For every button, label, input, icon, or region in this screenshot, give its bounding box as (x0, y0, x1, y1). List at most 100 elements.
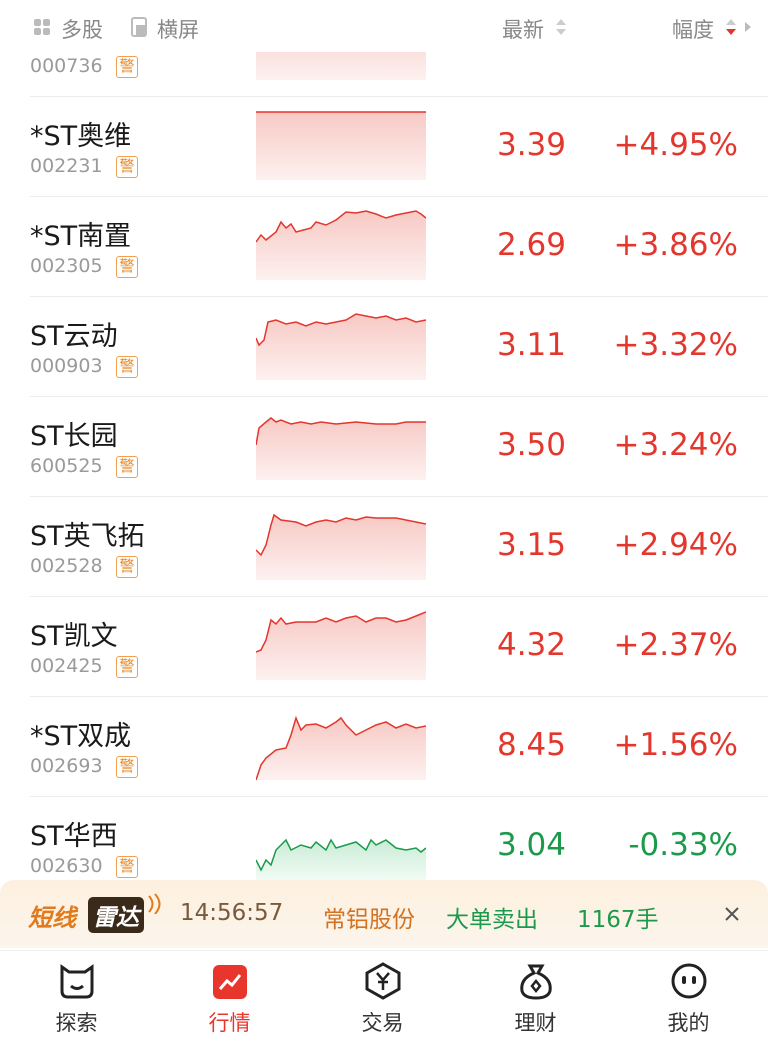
alert-signal: 大单卖出 (446, 907, 538, 933)
nav-label: 我的 (667, 1011, 710, 1035)
nav-label: 理财 (514, 1011, 557, 1035)
stock-row[interactable]: ST云动 000903 警 3.11 +3.32% (0, 297, 768, 397)
landscape-button[interactable]: 横屏 (157, 18, 199, 42)
separator (30, 196, 768, 197)
sparkline-area (256, 515, 426, 580)
warning-badge: 警 (116, 556, 138, 578)
multi-icon (34, 19, 50, 35)
nav-label: 探索 (55, 1011, 98, 1035)
sparkline (256, 715, 426, 780)
stock-name: ST长园 (30, 421, 118, 452)
sparkline (256, 210, 426, 280)
last-price: 3.50 (496, 427, 566, 463)
stock-code: 002231 (30, 155, 103, 177)
stock-name: ST华西 (30, 821, 118, 852)
radar-banner[interactable]: 短线 雷达 14:56:57 常铝股份 大单卖出 1167手 (0, 880, 768, 948)
separator (30, 696, 768, 697)
more-arrow (745, 22, 751, 32)
stock-row[interactable]: ST英飞拓 002528 警 3.15 +2.94% (0, 497, 768, 597)
change-pct: +3.24% (613, 427, 738, 463)
nav-item[interactable]: 理财 (459, 951, 612, 1041)
last-price: 3.39 (496, 127, 566, 163)
last-price: 4.32 (496, 627, 566, 663)
warning-badge: 警 (116, 856, 138, 878)
stock-row[interactable]: *ST双成 002693 警 8.45 +1.56% (0, 697, 768, 797)
stock-row[interactable]: ST凯文 002425 警 4.32 +2.37% (0, 597, 768, 697)
warning-badge: 警 (116, 356, 138, 378)
last-price: 3.15 (496, 527, 566, 563)
radar-logo-box: 雷达 (88, 897, 144, 933)
stock-code: 002630 (30, 855, 103, 877)
sort-arrows (556, 19, 566, 35)
sparkline (256, 838, 426, 880)
nav-label: 行情 (208, 1011, 251, 1035)
last-price: 8.45 (496, 727, 566, 763)
nav-item-active[interactable]: 行情 (153, 951, 306, 1041)
stock-name: ST英飞拓 (30, 521, 145, 552)
stock-row[interactable]: ST华西 002630 警 3.04 -0.33% (0, 797, 768, 897)
stock-row[interactable]: ST长园 600525 警 3.50 +3.24% (0, 397, 768, 497)
sparkline-area (256, 718, 426, 780)
sparkline-area (256, 314, 426, 380)
separator (30, 296, 768, 297)
sparkline-area (256, 112, 426, 180)
stock-name: *ST南置 (30, 221, 132, 252)
sparkline (256, 417, 426, 480)
warning-badge: 警 (116, 56, 138, 78)
stock-name: ST云动 (30, 321, 118, 352)
radar-waves (148, 893, 161, 914)
change-pct: +4.95% (613, 127, 738, 163)
warning-badge: 警 (116, 756, 138, 778)
sparkline-area (256, 418, 426, 480)
close-button[interactable] (724, 906, 740, 922)
warning-badge: 警 (116, 456, 138, 478)
stock-code: 002693 (30, 755, 103, 777)
stock-code: 000736 (30, 55, 103, 77)
alert-stock: 常铝股份 (323, 907, 415, 933)
change-pct: +3.86% (613, 227, 738, 263)
warning-badge: 警 (116, 156, 138, 178)
last-price: 2.69 (496, 227, 566, 263)
nav-item[interactable]: 探索 (0, 951, 153, 1041)
nav-item[interactable]: 我的 (612, 951, 765, 1041)
stock-code: 002425 (30, 655, 103, 677)
multi-button[interactable]: 多股 (61, 18, 103, 42)
bottom-nav: 探索 行情 交易 理财 我的 (0, 950, 768, 1041)
sparkline (256, 611, 426, 680)
last-price: 3.04 (496, 827, 566, 863)
nav-label: 交易 (361, 1011, 404, 1035)
change-pct: +3.32% (613, 327, 738, 363)
stock-code: 002528 (30, 555, 103, 577)
change-pct: +2.94% (613, 527, 738, 563)
sort-arrows-active (726, 19, 736, 35)
nav-icon (671, 963, 707, 999)
last-price: 3.11 (496, 327, 566, 363)
landscape-icon (131, 17, 147, 37)
nav-item[interactable]: 交易 (306, 951, 459, 1041)
separator (30, 496, 768, 497)
stock-row[interactable]: *ST奥维 002231 警 3.39 +4.95% (0, 97, 768, 197)
stock-code: 000903 (30, 355, 103, 377)
separator (30, 596, 768, 597)
sparkline (256, 111, 426, 180)
change-pct: +1.56% (613, 727, 738, 763)
warning-badge: 警 (116, 256, 138, 278)
stock-name: *ST双成 (30, 721, 132, 752)
warning-badge: 警 (116, 656, 138, 678)
sparkline-area (256, 612, 426, 680)
radar-logo: 短线 (28, 904, 76, 932)
stock-row[interactable]: *ST南置 002305 警 2.69 +3.86% (0, 197, 768, 297)
stock-code: 002305 (30, 255, 103, 277)
nav-icon (365, 962, 401, 1000)
stock-code: 600525 (30, 455, 103, 477)
sort-latest[interactable]: 最新 (502, 18, 544, 42)
sparkline-area (256, 840, 426, 880)
change-pct: -0.33% (628, 827, 738, 863)
sparkline (256, 513, 426, 580)
sparkline-area (256, 211, 426, 280)
sort-change[interactable]: 幅度 (672, 18, 714, 42)
list-header: 多股 横屏 最新 幅度 (0, 0, 768, 52)
nav-icon (213, 965, 247, 999)
change-pct: +2.37% (613, 627, 738, 663)
